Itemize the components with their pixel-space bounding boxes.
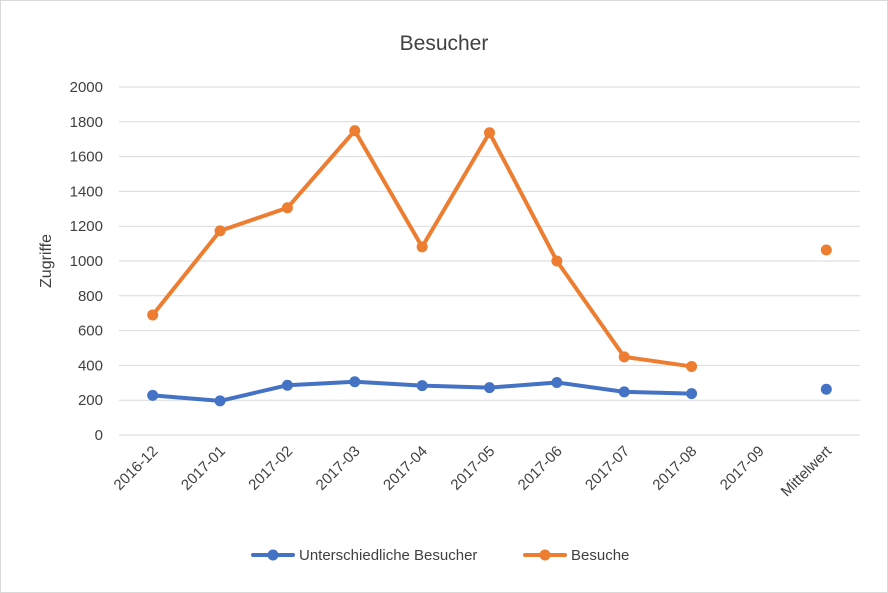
data-point: [349, 125, 361, 137]
data-point: [416, 380, 428, 392]
x-tick-label: 2017-06: [515, 443, 566, 494]
data-point: [820, 244, 832, 256]
x-tick-label: 2017-02: [245, 443, 296, 494]
x-tick-label: 2017-03: [313, 443, 364, 494]
x-tick-label: 2017-04: [380, 443, 431, 494]
series-besuche: [147, 125, 832, 372]
y-tick-label: 1400: [70, 183, 103, 200]
y-tick-label: 1200: [70, 218, 103, 235]
data-point: [686, 388, 698, 400]
y-tick-label: 1800: [70, 114, 103, 131]
y-tick-label: 1600: [70, 149, 103, 166]
chart-title: Besucher: [400, 32, 489, 55]
y-tick-label: 1000: [70, 253, 103, 270]
data-point: [349, 376, 361, 388]
legend-point-marker: [267, 549, 279, 561]
data-point: [484, 382, 495, 394]
legend-label: Besuche: [571, 547, 629, 564]
data-point: [214, 225, 226, 237]
y-tick-label: 2000: [70, 79, 103, 96]
x-tick-label: 2017-01: [178, 443, 229, 494]
data-point: [281, 202, 293, 214]
data-point: [214, 395, 226, 407]
series-group: [147, 125, 832, 407]
y-tick-label: 600: [78, 323, 103, 340]
series-unterschiedliche-besucher: [147, 376, 832, 407]
legend: Unterschiedliche Besucher Besuche: [251, 547, 629, 564]
x-tick-label: Mittelwert: [778, 442, 836, 500]
data-point: [618, 386, 630, 398]
x-tick-label: 2016-12: [111, 443, 162, 494]
x-tick-label: 2017-08: [649, 443, 700, 494]
data-point: [147, 309, 159, 321]
data-point: [820, 383, 832, 395]
data-point: [484, 127, 495, 139]
y-tick-label: 0: [95, 427, 103, 444]
x-tick-label: 2017-09: [717, 443, 768, 494]
legend-item: Unterschiedliche Besucher: [251, 547, 477, 564]
data-point: [551, 376, 563, 388]
y-axis-label: Zugriffe: [38, 234, 55, 288]
data-point: [281, 379, 293, 391]
x-tick-label: 2017-05: [447, 443, 498, 494]
data-point: [416, 241, 428, 253]
data-point: [686, 360, 698, 372]
y-tick-label: 400: [78, 357, 103, 374]
data-point: [551, 255, 563, 267]
legend-item: Besuche: [523, 547, 629, 564]
y-tick-label: 200: [78, 392, 103, 409]
y-axis-ticks: 0 200 400 600 800 1000 1200 1400 1600 1800 2000: [70, 79, 103, 444]
data-point: [618, 351, 630, 363]
x-tick-label: 2017-07: [582, 443, 633, 494]
x-axis-ticks: 2016-12 2017-01 2017-02 2017-03 2017-04 2017-…: [111, 442, 836, 500]
data-point: [147, 389, 159, 401]
legend-label: Unterschiedliche Besucher: [299, 547, 477, 564]
legend-point-marker: [539, 549, 551, 561]
y-tick-label: 800: [78, 288, 103, 305]
gridlines: [119, 86, 860, 436]
